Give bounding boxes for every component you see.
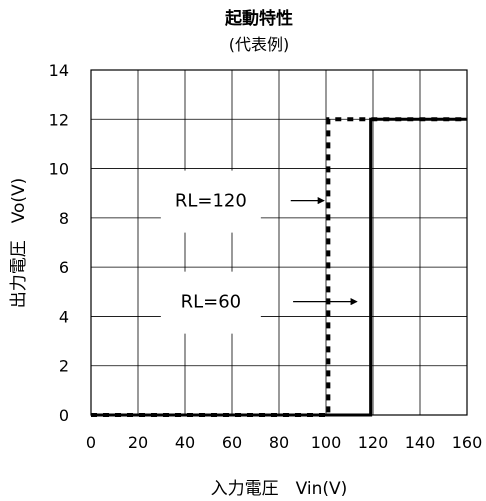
y-axis-label: 出力電圧 Vo(V) xyxy=(9,178,29,309)
annotation-background xyxy=(160,170,261,233)
x-tick-label: 100 xyxy=(311,433,342,452)
x-tick-label: 80 xyxy=(269,433,289,452)
series-layer xyxy=(91,117,467,417)
y-tick-label: 12 xyxy=(49,110,69,129)
x-axis-label: 入力電圧 Vin(V) xyxy=(211,479,348,499)
y-tick-labels: 0 2 4 6 8 10 12 14 xyxy=(49,61,69,425)
annotation-label: RL=120 xyxy=(175,191,247,212)
grid xyxy=(90,69,468,416)
annotation-background xyxy=(160,271,261,334)
annotation-label: RL=60 xyxy=(181,292,242,313)
x-tick-label: 40 xyxy=(175,433,195,452)
x-tick-label: 120 xyxy=(358,433,389,452)
x-tick-label: 140 xyxy=(405,433,436,452)
chart-subtitle: (代表例) xyxy=(229,35,290,54)
y-tick-label: 14 xyxy=(49,61,69,80)
y-tick-label: 0 xyxy=(59,406,69,425)
y-tick-label: 6 xyxy=(59,258,69,277)
y-tick-label: 10 xyxy=(49,160,69,179)
chart-title: 起動特性 xyxy=(224,8,293,29)
x-tick-label: 160 xyxy=(452,433,483,452)
x-tick-label: 60 xyxy=(222,433,242,452)
series-line xyxy=(91,117,467,417)
x-tick-labels: 0 20 40 60 80 100 120 140 160 xyxy=(86,433,482,452)
y-tick-label: 8 xyxy=(59,209,69,228)
y-tick-label: 4 xyxy=(59,307,69,326)
x-tick-label: 20 xyxy=(128,433,148,452)
x-tick-label: 0 xyxy=(86,433,96,452)
y-tick-label: 2 xyxy=(59,357,69,376)
annotations: RL=120 RL=60 xyxy=(160,170,358,334)
